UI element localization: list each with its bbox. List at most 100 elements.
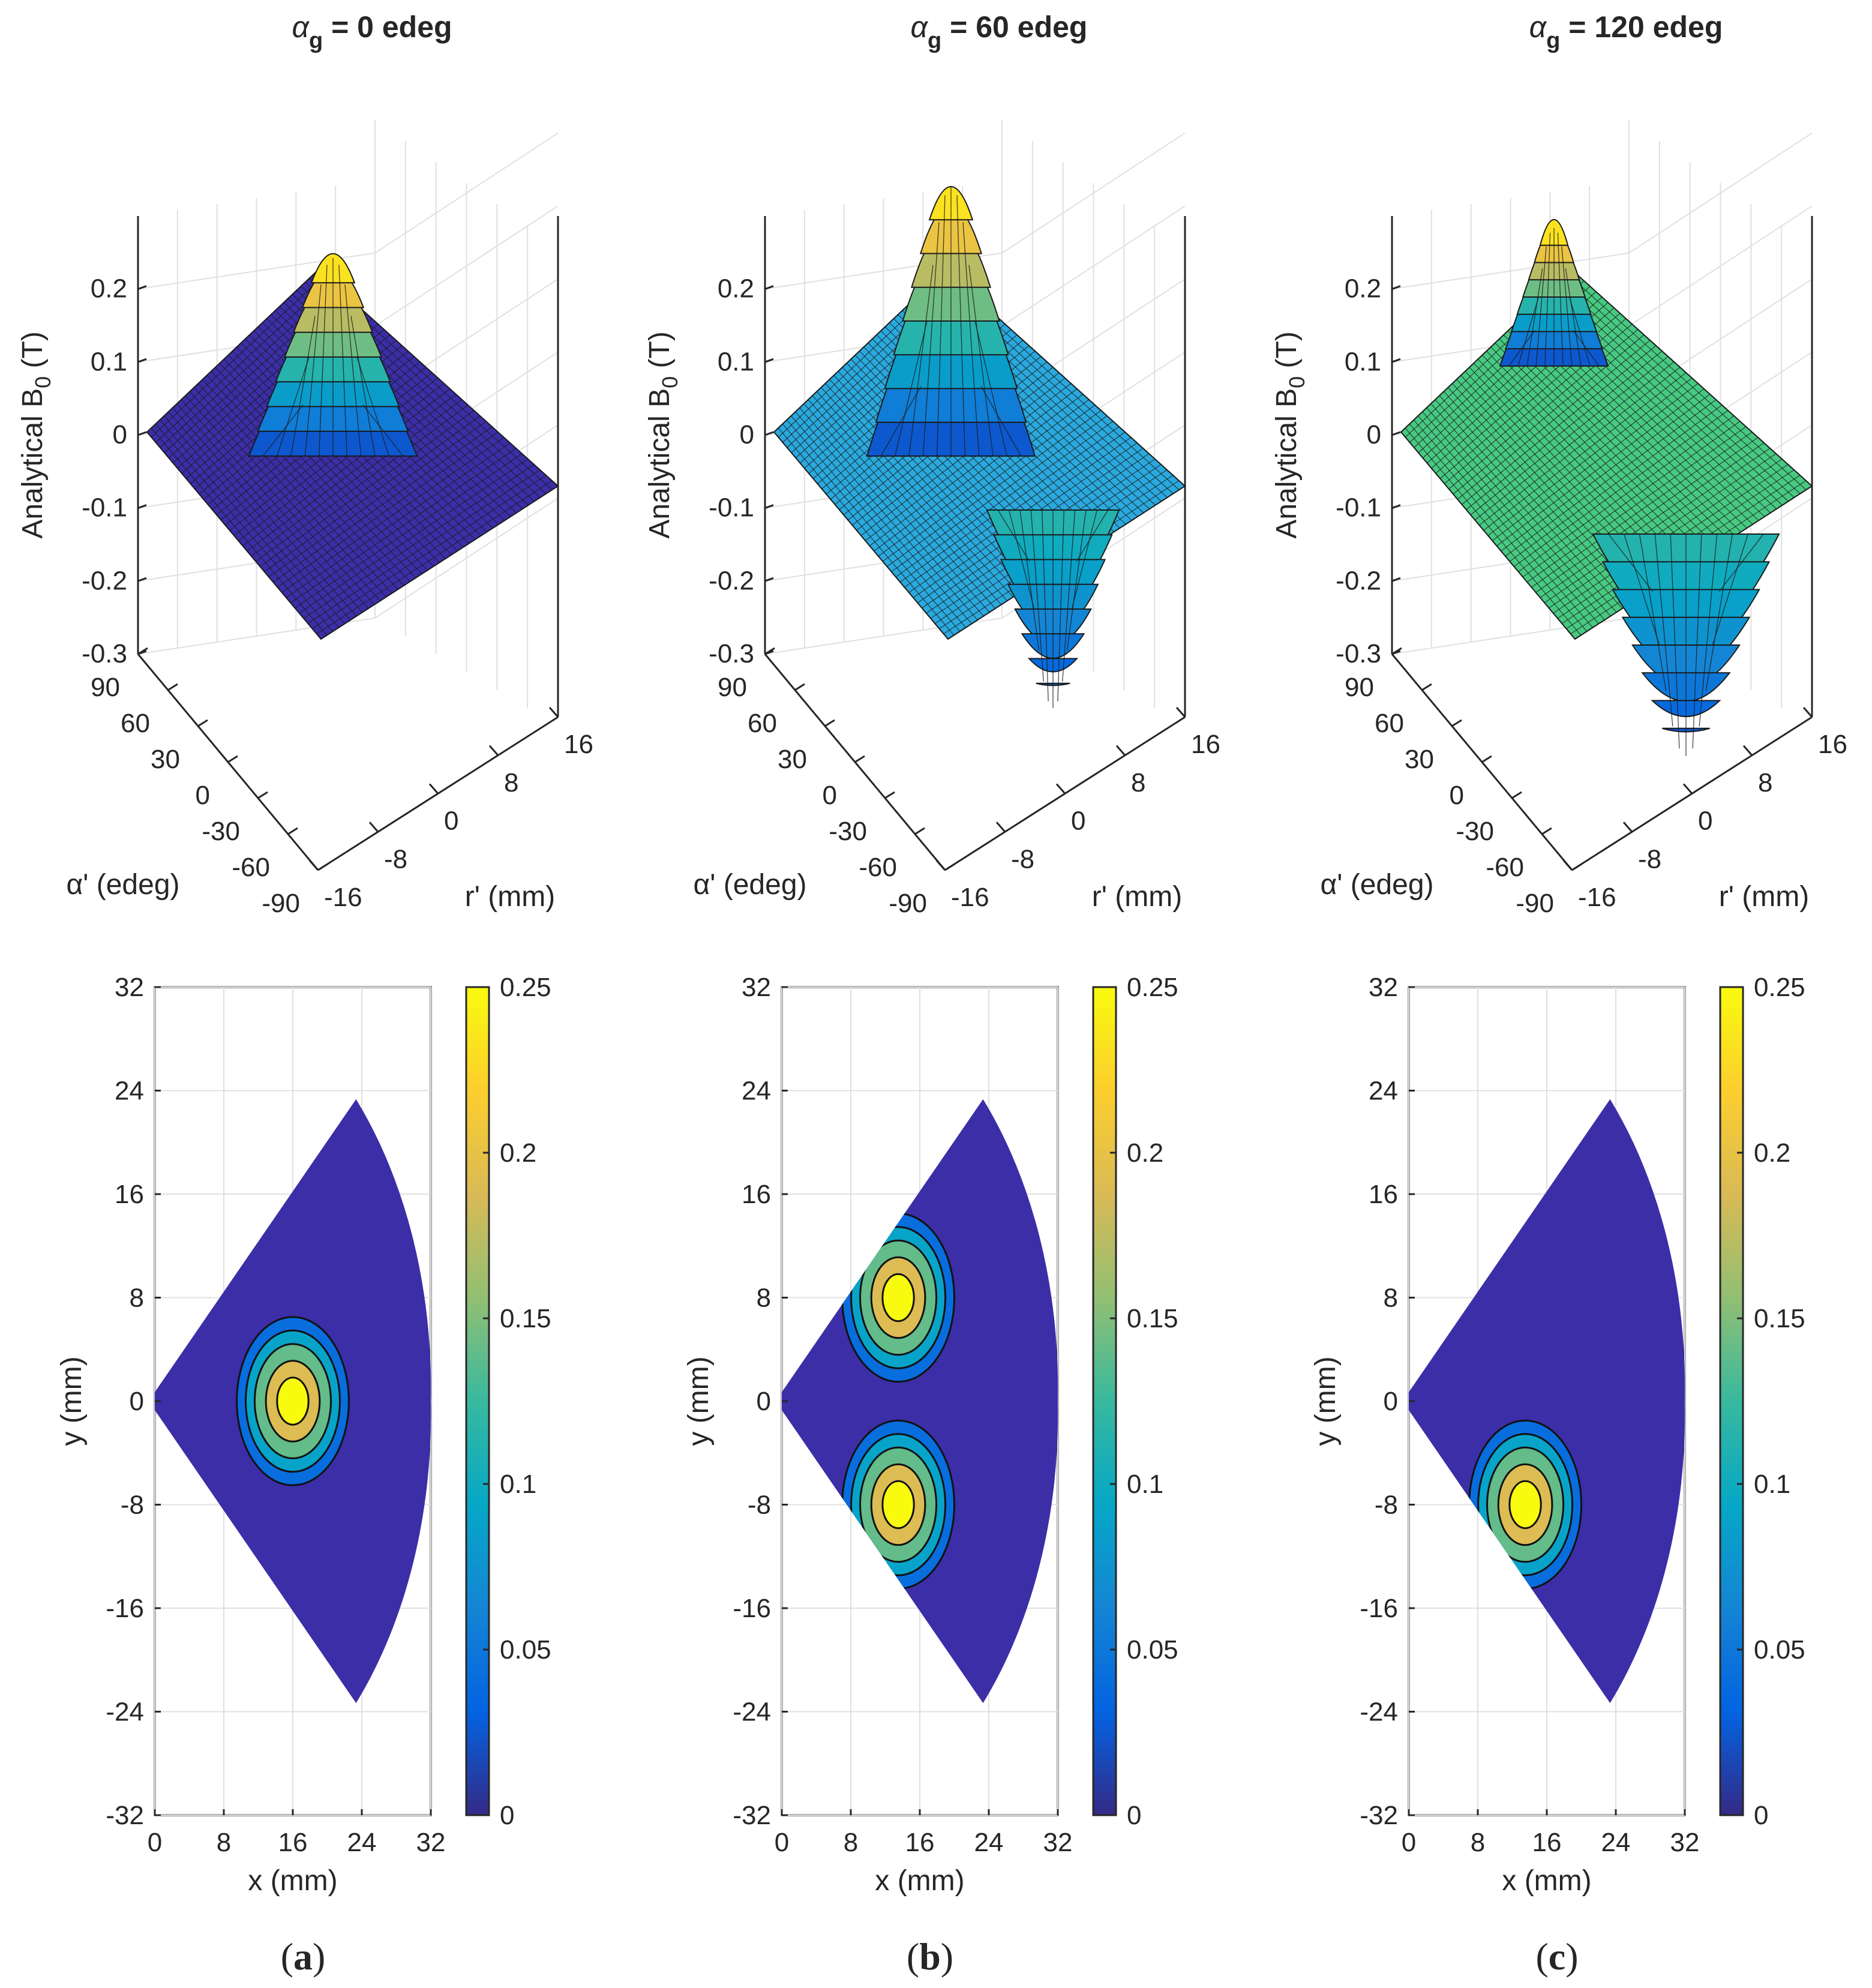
- alpha-tick: [287, 827, 298, 835]
- surface-plot: [146, 253, 559, 640]
- mesh-line: [895, 421, 1114, 577]
- alpha-tick-label: 0: [1450, 781, 1464, 810]
- peak-rib: [1718, 533, 1764, 592]
- alpha-axis-label: α' (edeg): [1321, 869, 1434, 901]
- mesh-line: [891, 415, 1108, 572]
- r-axis-label: r' (mm): [1092, 881, 1182, 913]
- mesh-line: [238, 383, 445, 541]
- mesh-line: [1522, 421, 1741, 577]
- r-tick: [1055, 783, 1066, 794]
- y-tick-label: 32: [1369, 973, 1398, 1002]
- alpha-tick: [884, 791, 895, 799]
- alpha-tick: [257, 791, 268, 799]
- z-tick: [137, 358, 147, 363]
- alpha-tick: [944, 863, 955, 871]
- alpha-tick-label: 90: [718, 673, 747, 702]
- mesh-line: [272, 426, 493, 583]
- colorbar: [1092, 986, 1117, 1816]
- mesh-line: [1567, 274, 1807, 490]
- peak-rib: [1066, 509, 1087, 650]
- peak-rib: [362, 404, 404, 457]
- alpha-tick: [1571, 863, 1582, 871]
- z-tick: [1391, 577, 1401, 582]
- z-axis-label: Analytical B0 (T): [644, 331, 682, 538]
- contour-axes: 0 8 16 24 32 32 24 16 8 0 -8 -16 -24 -32 x (mm) y (mm) 0…: [683, 973, 1178, 1897]
- mesh-line: [1514, 410, 1729, 567]
- z-tick: [137, 285, 147, 290]
- mesh-line: [1499, 338, 1712, 551]
- alpha-tick: [1451, 719, 1462, 727]
- surface-plot: [773, 185, 1186, 708]
- mesh-line: [878, 399, 1090, 557]
- y-tick-label: 8: [1384, 1284, 1398, 1313]
- peak-rib: [1076, 509, 1109, 562]
- x-tick-label: 8: [844, 1828, 858, 1857]
- r-tick-label: -16: [324, 883, 362, 912]
- x-axis-label: x (mm): [248, 1865, 337, 1897]
- caption-open: (: [907, 1935, 919, 1978]
- r-tick-label: 0: [1071, 806, 1085, 836]
- r-tick-label: 16: [1191, 730, 1220, 759]
- peak-rib: [1042, 509, 1049, 701]
- y-tick-label: -8: [121, 1491, 144, 1520]
- alpha-tick: [794, 683, 805, 691]
- mesh-line: [1540, 442, 1765, 598]
- title-subscript: g: [309, 28, 323, 53]
- y-tick-label: -24: [1360, 1698, 1398, 1727]
- z-tick-label: 0.2: [1345, 274, 1381, 304]
- peak-rib: [1699, 533, 1718, 727]
- peak-rib: [937, 195, 946, 457]
- caption-close: ): [1565, 1935, 1578, 1978]
- peak-rib: [1624, 533, 1660, 646]
- z-tick: [764, 358, 774, 363]
- peak-rib: [1573, 330, 1600, 367]
- y-tick-label: 0: [130, 1387, 144, 1416]
- r-tick: [1682, 783, 1693, 794]
- mesh-line: [268, 421, 487, 577]
- alpha-tick-label: -60: [859, 853, 897, 882]
- caption-close: ): [941, 1935, 953, 1978]
- alpha-tick-label: 30: [778, 745, 807, 774]
- alpha-tick-label: 90: [1345, 673, 1374, 702]
- peak-rib: [908, 265, 934, 457]
- peak-rib: [1639, 533, 1667, 691]
- z-tick-label: -0.3: [709, 639, 754, 668]
- peak-rib: [1030, 509, 1044, 682]
- z-tick-label: 0.1: [718, 347, 754, 376]
- mesh-line: [1505, 399, 1717, 557]
- peak-rib: [974, 320, 1007, 457]
- mesh-line: [247, 394, 457, 551]
- z-tick: [1391, 285, 1401, 290]
- alpha-tick-label: -90: [1516, 889, 1554, 918]
- r-tick-label: 0: [444, 806, 458, 836]
- z-tick: [764, 504, 774, 509]
- contour-spot: [236, 1316, 350, 1486]
- r-tick: [1115, 745, 1126, 756]
- r-tick: [935, 860, 946, 871]
- colorbar-tick-label: 0.15: [1754, 1304, 1805, 1333]
- y-tick-label: 24: [1369, 1077, 1398, 1106]
- x-tick-label: 24: [347, 1828, 377, 1857]
- r-tick: [428, 783, 439, 794]
- z-tick: [764, 285, 774, 290]
- x-tick-label: 24: [1601, 1828, 1631, 1857]
- title-equals: =: [941, 10, 976, 44]
- alpha-tick: [1511, 791, 1522, 799]
- sector-region: [782, 1099, 1058, 1704]
- z-label-unit: (T): [17, 331, 49, 376]
- y-tick-label: 0: [1384, 1387, 1398, 1416]
- peak-rib: [1565, 268, 1582, 367]
- z-label-sub: 0: [31, 376, 55, 388]
- title-alpha: α: [1529, 10, 1547, 44]
- mesh-line: [860, 377, 1066, 536]
- colorbar-tick-label: 0.2: [1754, 1138, 1790, 1168]
- alpha-tick-label: 60: [748, 709, 777, 738]
- y-tick-label: 8: [130, 1284, 144, 1313]
- r-tick-label: 8: [1131, 768, 1145, 797]
- panel-c: αg = 120 edeg0.20.10-0.1-0.2-0.39060300-…: [1271, 10, 1847, 1978]
- mesh-line: [869, 388, 1078, 547]
- y-tick-label: -16: [1360, 1594, 1398, 1623]
- colorbar-tick-label: 0.15: [1127, 1304, 1178, 1333]
- mesh-line: [1559, 281, 1795, 498]
- mesh-line: [316, 480, 553, 634]
